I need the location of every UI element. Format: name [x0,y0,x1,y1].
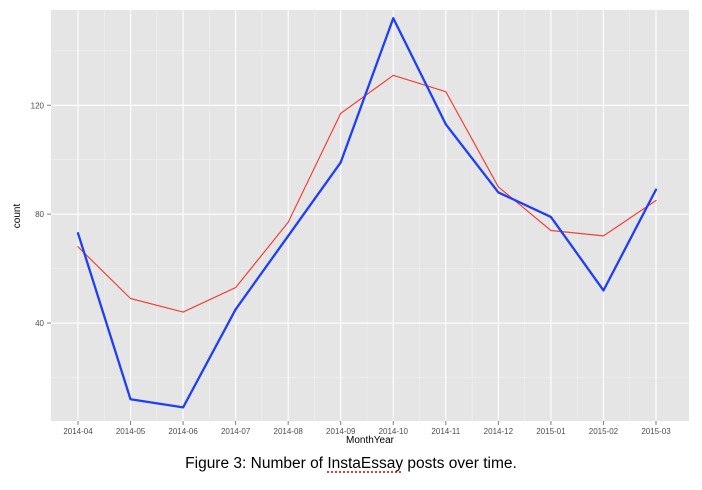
x-axis-title: MonthYear [346,435,395,446]
figure-caption: Figure 3: Number of InstaEssay posts ove… [0,455,702,473]
y-tick-label: 80 [35,210,44,219]
x-tick-label: 2014-06 [168,427,198,436]
y-axis: 40 80 120 [31,101,51,328]
caption-text-end: posts over time. [403,455,517,472]
x-tick-label: 2014-09 [326,427,356,436]
x-tick-label: 2015-02 [589,427,619,436]
x-tick-label: 2014-08 [274,427,304,436]
x-tick-label: 2014-05 [116,427,146,436]
x-tick-label: 2014-10 [379,427,409,436]
caption-text-start: Figure 3: Number of [185,455,328,472]
series-line-blue [76,17,658,409]
x-tick-label: 2015-01 [536,427,566,436]
caption-highlighted-word: InstaEssay [327,455,404,472]
y-axis-title: count [12,204,23,229]
major-gridlines [51,10,689,421]
x-axis: 2014-04 2014-05 2014-06 2014-07 2014-08 2014-… [63,421,671,436]
series-layer [76,17,658,409]
plot-panel [51,10,689,421]
x-tick-label: 2014-12 [484,427,514,436]
x-tick-label: 2014-11 [431,427,460,436]
y-tick-label: 120 [31,101,45,110]
y-tick-label: 40 [35,319,44,328]
x-tick-label: 2015-03 [641,427,671,436]
x-tick-label: 2014-04 [63,427,93,436]
series-line-red [77,74,657,313]
minor-gridlines [51,10,689,421]
x-tick-label: 2014-07 [221,427,251,436]
